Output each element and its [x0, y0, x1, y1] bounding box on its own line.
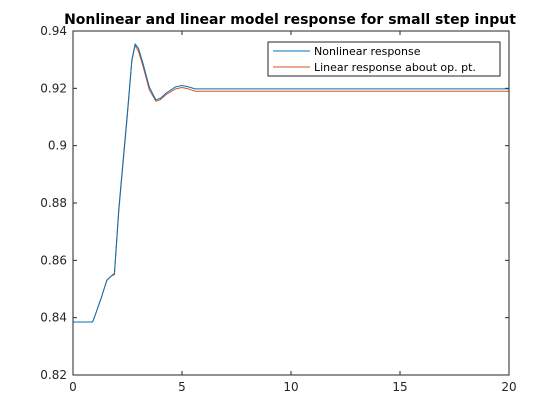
series-layer	[73, 43, 509, 323]
y-tick-label: 0.82	[40, 368, 67, 382]
axes-box	[72, 30, 510, 376]
x-tick-label: 10	[283, 380, 298, 394]
legend-label-nonlinear: Nonlinear response	[314, 45, 421, 58]
y-tick-label: 0.84	[40, 311, 67, 325]
legend-label-linear: Linear response about op. pt.	[314, 61, 476, 74]
x-tick-label: 0	[69, 380, 77, 394]
x-tick-label: 5	[178, 380, 186, 394]
y-tick-label: 0.94	[40, 24, 67, 38]
y-tick-label: 0.88	[40, 196, 67, 210]
legend: Nonlinear response Linear response about…	[267, 41, 501, 77]
plot-area	[73, 31, 509, 375]
series-line-nonlinear	[73, 43, 509, 323]
x-tick-label: 20	[501, 380, 516, 394]
y-tick-label: 0.9	[48, 139, 67, 153]
legend-box	[267, 41, 501, 77]
chart-title: Nonlinear and linear model response for …	[64, 12, 516, 28]
x-tick-label: 15	[392, 380, 407, 394]
axis-ticks: 0 5 10 15 20 0.82 0.84 0.86 0.88 0.9 0.92 0.94	[40, 24, 516, 394]
y-tick-label: 0.92	[40, 81, 67, 95]
y-tick-label: 0.86	[40, 253, 67, 267]
